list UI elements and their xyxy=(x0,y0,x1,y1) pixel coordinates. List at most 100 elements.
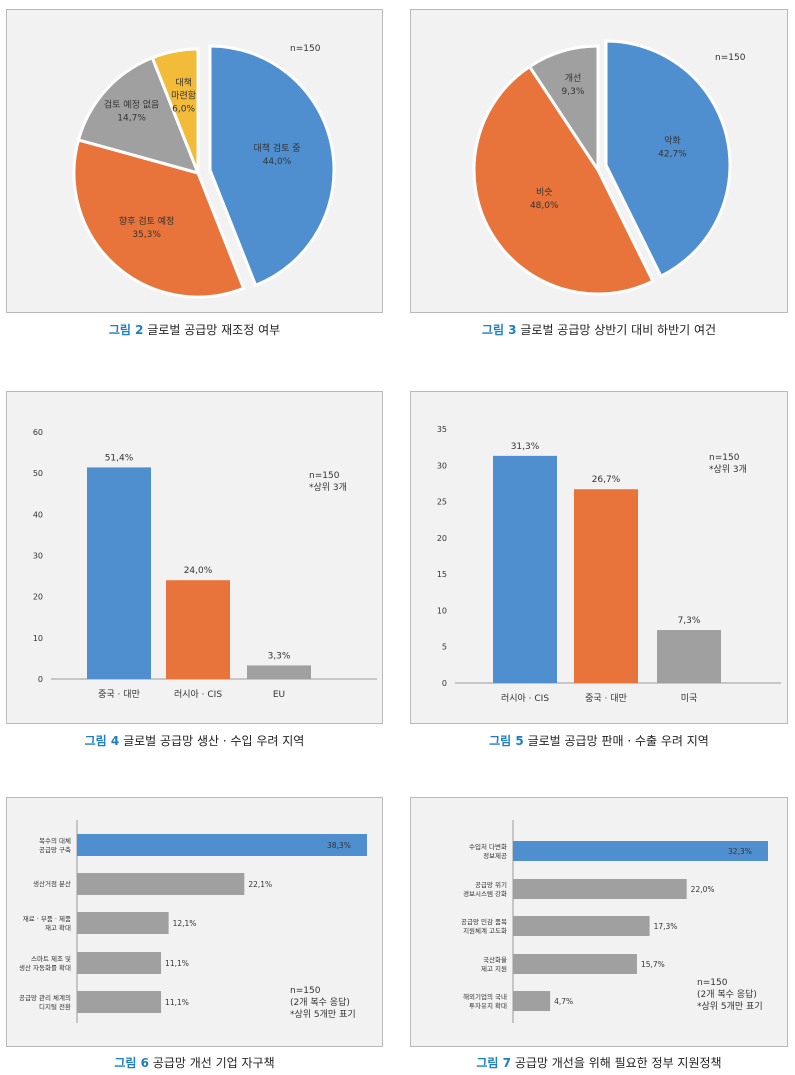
y-tick-label: 25 xyxy=(437,498,447,507)
y-tick-label: 60 xyxy=(33,428,43,437)
top-note: *상위 5개만 표기 xyxy=(697,1002,763,1012)
figure-number: 그림 7 xyxy=(476,1056,511,1070)
pie-chart-fig2: 대책 검토 중 44,0% 향후 검토 예정 35,3% 검토 예정 없음 14,7% 대책… xyxy=(72,44,336,299)
bar xyxy=(77,952,162,974)
figure-caption-fig7: 그림 7 공급망 개선을 위해 필요한 정부 지원정책 xyxy=(410,1054,788,1071)
sample-note: n=150 *상위 3개 xyxy=(309,470,347,494)
bar xyxy=(77,873,245,895)
bar-value-label: 4,7% xyxy=(554,997,573,1006)
bar-value-label: 51,4% xyxy=(105,453,134,463)
figure-caption-fig5: 그림 5 글로벌 공급망 판매 · 수출 우려 지역 xyxy=(410,732,788,749)
bar-value-label: 26,7% xyxy=(592,475,621,485)
bar xyxy=(87,467,151,679)
category-label: 스마트 제조 및 생산 자동화를 확대 xyxy=(19,954,71,972)
multi-response-note: (2개 복수 응답) xyxy=(290,998,350,1008)
y-tick-label: 50 xyxy=(33,469,43,478)
y-tick-label: 10 xyxy=(33,634,43,643)
category-label: 재료 · 부품 · 제품 재고 확대 xyxy=(23,915,71,932)
pie-chart-fig3: 악화 42,7% 비슷 48,0% 개선 9,3% xyxy=(472,39,732,296)
slice-label: 개선 9,3% xyxy=(562,73,585,97)
figure-title: 공급망 개선 기업 자구책 xyxy=(152,1056,275,1070)
pie-slice xyxy=(208,44,336,288)
top-note: *상위 5개만 표기 xyxy=(290,1010,356,1020)
bar xyxy=(493,455,557,683)
bar-value-label: 7,3% xyxy=(678,616,701,626)
figure-caption-fig6: 그림 6 공급망 개선 기업 자구책 xyxy=(6,1054,383,1071)
chart-panel-fig5: 0 5 10 15 20 25 30 35 31,3% 러시아 · CIS 26,7% 중국 · 대만… xyxy=(410,391,788,724)
bar-value-label: 31,3% xyxy=(511,442,540,452)
figure-number: 그림 2 xyxy=(108,323,144,337)
hbar-chart-fig7: 수입처 다변화 정보제공 32,3% 공급망 위기 경보시스템 강화 22,0% 공급망 민… xyxy=(461,820,768,1023)
top-note: *상위 3개 xyxy=(309,483,347,493)
slice-label: 검토 예정 없음 14,7% xyxy=(104,98,159,123)
bar-value-label: 3,3% xyxy=(268,651,291,661)
pie-slice xyxy=(472,64,655,296)
sample-size: n=150 xyxy=(697,978,728,988)
slice-label: 비슷 48,0% xyxy=(530,187,559,211)
pie-slice xyxy=(604,39,732,279)
figure-number: 그림 6 xyxy=(114,1056,149,1070)
figure-caption-fig3: 그림 3 글로벌 공급망 상반기 대비 하반기 여건 xyxy=(410,321,788,338)
category-label: 생산거점 분산 xyxy=(33,879,71,888)
bar-value-label: 24,0% xyxy=(184,566,213,576)
hbar-chart-fig6: 복수의 대체 공급망 구축 38,3% 생산거점 분산 22,1% 재료 · 부품 · 제… xyxy=(19,820,367,1023)
x-tick-label: 중국 · 대만 xyxy=(98,689,140,700)
y-tick-label: 20 xyxy=(33,593,43,602)
y-tick-label: 30 xyxy=(437,461,447,470)
top-note: *상위 3개 xyxy=(709,465,747,475)
bar xyxy=(657,630,721,683)
figure-title: 공급망 개선을 위해 필요한 정부 지원정책 xyxy=(514,1056,722,1070)
y-tick-label: 5 xyxy=(442,643,447,652)
figure-number: 그림 4 xyxy=(84,734,120,748)
y-tick-label: 40 xyxy=(33,510,43,519)
bar-value-label: 38,3% xyxy=(327,841,351,850)
chart-panel-fig4: 0 10 20 30 40 50 60 51,4% 중국 · 대만 24,0% 러시아 · CIS 3… xyxy=(6,391,383,724)
multi-response-note: (2개 복수 응답) xyxy=(697,990,757,1000)
bar xyxy=(513,879,687,899)
category-label: 수입처 다변화 정보제공 xyxy=(469,842,507,860)
x-tick-label: 중국 · 대만 xyxy=(585,693,627,704)
bar-value-label: 17,3% xyxy=(654,922,678,931)
figure-title: 글로벌 공급망 상반기 대비 하반기 여건 xyxy=(520,323,717,337)
figure-title: 글로벌 공급망 생산 · 수입 우려 지역 xyxy=(123,734,305,748)
pie-slice xyxy=(527,44,600,175)
y-tick-label: 15 xyxy=(437,570,447,579)
bar xyxy=(513,841,768,861)
y-tick-label: 20 xyxy=(437,534,447,543)
x-tick-label: EU xyxy=(273,690,285,700)
y-tick-label: 0 xyxy=(38,675,43,684)
slice-label: 대책 마련함 6,0% xyxy=(171,76,196,114)
figure-title: 글로벌 공급망 재조정 여부 xyxy=(147,323,281,337)
slice-label: 대책 검토 중 44,0% xyxy=(253,142,300,167)
bar xyxy=(77,834,367,856)
figure-caption-fig4: 그림 4 글로벌 공급망 생산 · 수입 우려 지역 xyxy=(6,732,383,749)
bar xyxy=(77,991,162,1013)
bar xyxy=(166,580,230,679)
bar xyxy=(77,912,169,934)
category-label: 공급망 위기 경보시스템 강화 xyxy=(463,880,507,898)
figure-caption-fig2: 그림 2 글로벌 공급망 재조정 여부 xyxy=(6,321,383,338)
bar-value-label: 12,1% xyxy=(173,919,197,928)
slice-label: 향후 검토 예정 35,3% xyxy=(119,215,174,240)
bar-value-label: 11,1% xyxy=(165,998,189,1007)
figure-title: 글로벌 공급망 판매 · 수출 우려 지역 xyxy=(527,734,709,748)
pie-slice xyxy=(72,138,246,299)
bar-value-label: 15,7% xyxy=(641,960,665,969)
bar-value-label: 22,1% xyxy=(248,880,272,889)
chart-panel-fig3: 악화 42,7% 비슷 48,0% 개선 9,3% n=150 xyxy=(410,9,788,313)
figure-number: 그림 3 xyxy=(481,323,517,337)
pie-slice xyxy=(76,55,201,176)
x-tick-label: 미국 xyxy=(681,693,698,704)
sample-note: n=150 xyxy=(715,53,746,63)
slice-label: 악화 42,7% xyxy=(658,134,687,159)
bar-chart-fig5: 0 5 10 15 20 25 30 35 31,3% 러시아 · CIS 26,7% 중국 · 대만… xyxy=(437,425,781,704)
sample-note: n=150 (2개 복수 응답) *상위 5개만 표기 xyxy=(697,977,763,1013)
chart-panel-fig2: 대책 검토 중 44,0% 향후 검토 예정 35,3% 검토 예정 없음 14,7% 대책… xyxy=(6,9,383,313)
sample-note: n=150 *상위 3개 xyxy=(709,452,747,476)
bar xyxy=(247,665,311,679)
sample-size: n=150 xyxy=(290,986,321,996)
category-label: 공급망 민감 품목 지원체계 고도화 xyxy=(461,917,507,935)
bar xyxy=(513,954,637,974)
category-label: 복수의 대체 공급망 구축 xyxy=(39,836,71,854)
bar-chart-fig4: 0 10 20 30 40 50 60 51,4% 중국 · 대만 24,0% 러시아 · CIS 3… xyxy=(33,428,377,700)
